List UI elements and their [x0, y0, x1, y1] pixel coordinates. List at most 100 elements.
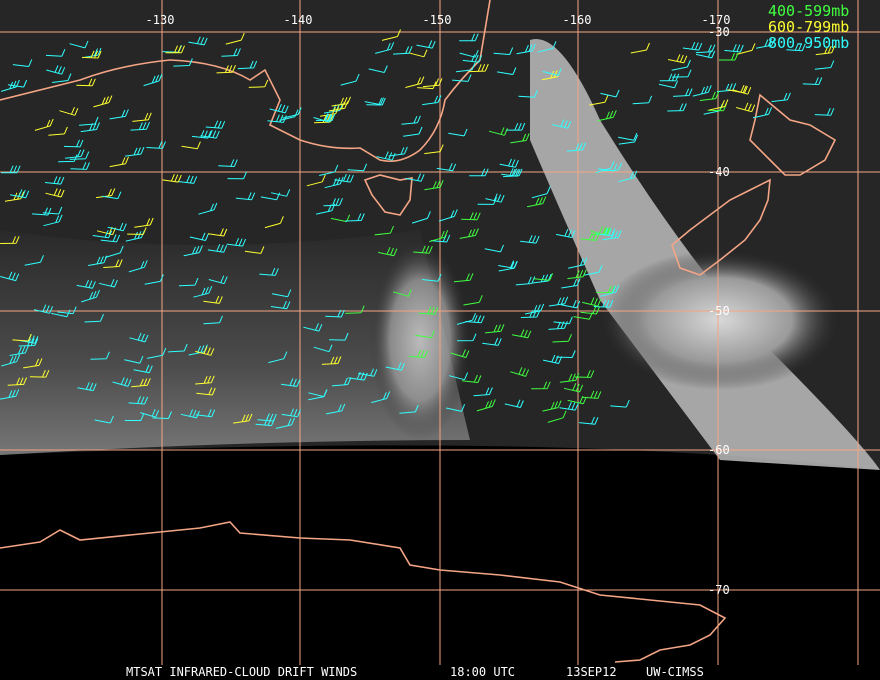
- latitude-label: -30: [708, 25, 730, 39]
- wind-barb: [45, 49, 66, 57]
- wind-barb: [459, 33, 479, 42]
- wind-barb: [70, 162, 90, 170]
- wind-barb: [0, 389, 20, 400]
- wind-barb: [235, 192, 256, 201]
- wind-barb: [436, 163, 457, 172]
- low-cloud-field: [0, 230, 470, 455]
- wind-barb: [461, 374, 482, 383]
- wind-barb: [177, 175, 198, 184]
- longitude-label: -160: [563, 13, 592, 27]
- wind-barb: [203, 295, 223, 304]
- wind-barb: [595, 285, 616, 294]
- wind-barb: [503, 168, 523, 178]
- wind-barb: [226, 238, 247, 247]
- wind-barb: [408, 49, 428, 58]
- wind-barb: [532, 273, 552, 284]
- wind-barb: [180, 409, 200, 419]
- wind-barb: [321, 356, 342, 365]
- longitude-label: -170: [702, 13, 731, 27]
- wind-barb: [313, 344, 333, 353]
- wind-barb: [76, 78, 96, 87]
- wind-barb: [195, 346, 215, 356]
- wind-barb: [143, 73, 163, 87]
- wind-barb: [178, 277, 199, 287]
- wind-barbs: [0, 29, 836, 429]
- wind-barb: [618, 132, 638, 141]
- wind-barb: [568, 257, 588, 269]
- wind-barb: [381, 29, 401, 41]
- wind-barb: [125, 146, 145, 157]
- wind-barb: [109, 156, 129, 168]
- wind-barb: [102, 191, 122, 200]
- wind-barb: [671, 59, 691, 71]
- wind-barb: [23, 358, 43, 369]
- wind-barb: [69, 40, 89, 49]
- wind-barb: [732, 85, 752, 95]
- wind-barb: [272, 289, 292, 298]
- wind-barb: [205, 120, 226, 129]
- wind-barb: [45, 188, 65, 198]
- wind-barb: [512, 329, 532, 339]
- wind-barb: [303, 323, 323, 332]
- wind-barb: [493, 47, 514, 55]
- legend: 400-599mb 600-799mb 800-950mb: [768, 2, 849, 52]
- wind-barb: [462, 54, 483, 63]
- wind-barb: [618, 134, 639, 145]
- wind-barb: [279, 109, 299, 121]
- wind-barb: [602, 230, 622, 241]
- wind-barb: [429, 230, 449, 243]
- wind-barb: [388, 146, 408, 157]
- wind-barb: [510, 367, 530, 377]
- wind-barb: [771, 92, 791, 103]
- wind-barb: [542, 354, 563, 364]
- wind-barb: [103, 259, 123, 268]
- wind-barb: [597, 110, 617, 122]
- wind-barb: [595, 160, 615, 174]
- wind-barb: [574, 370, 595, 378]
- wind-barb: [515, 276, 536, 286]
- new-zealand-north: [749, 93, 837, 176]
- wind-barb: [140, 409, 160, 418]
- antarctica-coast: [0, 521, 727, 663]
- wind-barb: [516, 43, 536, 55]
- wind-barb: [218, 159, 238, 167]
- wind-barb: [348, 371, 368, 381]
- wind-barb: [417, 81, 437, 90]
- wind-barb: [29, 369, 50, 378]
- wind-barb: [593, 299, 614, 308]
- wind-barb: [473, 387, 493, 397]
- wind-barb: [248, 79, 269, 88]
- wind-barb: [456, 313, 476, 325]
- wind-barb: [7, 377, 28, 386]
- wind-barb: [814, 108, 835, 116]
- wind-barb: [618, 170, 638, 183]
- wind-barb: [93, 95, 113, 108]
- wind-barb: [128, 260, 148, 273]
- wind-barb: [499, 158, 519, 168]
- wind-barb: [484, 244, 504, 253]
- wind-barb: [498, 260, 518, 272]
- wind-barb: [438, 209, 458, 222]
- wind-barb: [814, 60, 835, 70]
- wind-barb: [1, 354, 21, 367]
- wind-barb: [281, 378, 301, 387]
- wind-barb: [716, 83, 737, 93]
- latitude-label: -70: [708, 583, 730, 597]
- wind-barb: [207, 228, 228, 237]
- wind-barb: [724, 44, 744, 53]
- wind-barb: [326, 403, 346, 415]
- wind-barb: [127, 227, 147, 235]
- wind-barb: [44, 176, 65, 185]
- wind-barb: [82, 50, 102, 59]
- wind-barb: [88, 255, 108, 266]
- wind-barb: [313, 113, 333, 123]
- wind-barb: [736, 43, 756, 55]
- wind-barb: [403, 126, 423, 137]
- wind-barb: [79, 116, 99, 126]
- legend-entry: 400-599mb: [768, 2, 849, 20]
- wind-barb: [124, 356, 144, 364]
- wind-barb: [413, 245, 433, 254]
- wind-barb: [183, 245, 203, 257]
- wind-barb: [518, 90, 538, 98]
- wind-barb: [453, 273, 474, 283]
